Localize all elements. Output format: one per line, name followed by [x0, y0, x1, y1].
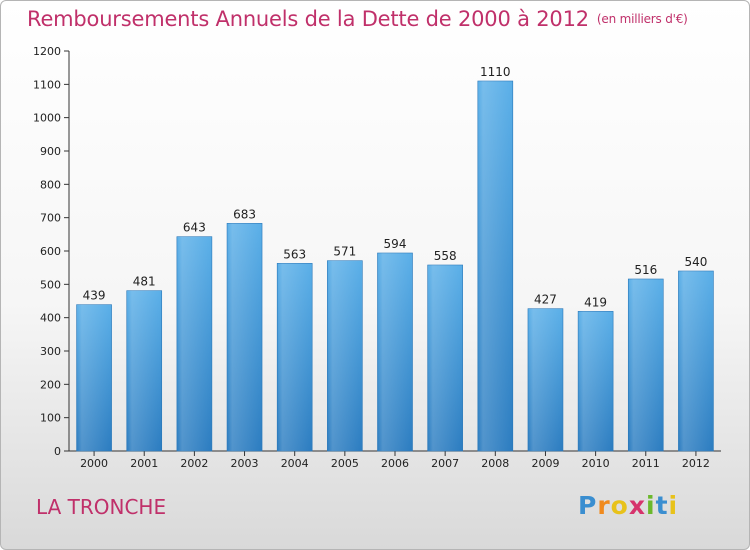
data-label: 427 [534, 293, 557, 307]
logo-letter: o [610, 491, 629, 520]
data-label: 516 [634, 263, 657, 277]
logo-letter: t [655, 491, 669, 520]
x-tick-label: 2003 [231, 457, 259, 470]
y-tick-label: 200 [40, 378, 61, 391]
y-tick-label: 0 [54, 445, 61, 458]
x-tick-label: 2005 [331, 457, 359, 470]
data-label: 563 [283, 247, 306, 261]
logo-letter: i [646, 491, 656, 520]
x-tick-label: 2012 [682, 457, 710, 470]
logo-letter: P [578, 491, 598, 520]
y-tick-label: 400 [40, 312, 61, 325]
bar-sheen [227, 223, 263, 451]
data-label: 439 [83, 289, 106, 303]
x-tick-label: 2007 [431, 457, 459, 470]
x-tick-label: 2000 [80, 457, 108, 470]
logo-letter: r [597, 491, 611, 520]
proxiti-logo[interactable]: Proxiti [578, 491, 678, 520]
bar-sheen [126, 290, 162, 451]
bar-sheen [427, 265, 463, 451]
bar-sheen [277, 263, 313, 451]
bar-sheen [327, 260, 363, 451]
y-tick-label: 700 [40, 212, 61, 225]
x-tick-label: 2001 [130, 457, 158, 470]
logo-letter: i [668, 491, 679, 520]
bar-sheen [527, 308, 563, 451]
x-tick-label: 2010 [582, 457, 610, 470]
x-tick-label: 2004 [281, 457, 309, 470]
y-tick-label: 1100 [33, 78, 61, 91]
chart-subtitle: (en milliers d'€) [596, 12, 688, 26]
data-label: 419 [584, 295, 607, 309]
city-name: LA TRONCHE [36, 495, 167, 519]
data-label: 1110 [480, 65, 511, 79]
y-tick-label: 600 [40, 245, 61, 258]
bar-sheen [578, 311, 614, 451]
bar-sheen [628, 279, 664, 451]
data-label: 571 [333, 245, 356, 259]
y-tick-label: 100 [40, 412, 61, 425]
data-label: 683 [233, 207, 256, 221]
y-tick-label: 1000 [33, 112, 61, 125]
y-tick-label: 500 [40, 278, 61, 291]
bar-sheen [176, 236, 212, 451]
bar-sheen [377, 253, 413, 451]
data-label: 558 [434, 249, 457, 263]
data-label: 643 [183, 221, 206, 235]
data-label: 594 [384, 237, 407, 251]
y-tick-label: 300 [40, 345, 61, 358]
bar-sheen [678, 271, 714, 451]
x-tick-label: 2006 [381, 457, 409, 470]
logo-letter: x [628, 491, 646, 520]
data-label: 481 [133, 275, 156, 289]
y-tick-label: 800 [40, 178, 61, 191]
x-tick-label: 2002 [180, 457, 208, 470]
bar-sheen [477, 81, 513, 451]
x-tick-label: 2009 [531, 457, 559, 470]
chart-title: Remboursements Annuels de la Dette de 20… [27, 7, 688, 31]
y-tick-label: 1200 [33, 45, 61, 58]
chart-title-text: Remboursements Annuels de la Dette de 20… [27, 7, 589, 31]
y-tick-label: 900 [40, 145, 61, 158]
data-label: 540 [684, 255, 707, 269]
x-tick-label: 2008 [481, 457, 509, 470]
x-tick-label: 2011 [632, 457, 660, 470]
bar-sheen [76, 304, 112, 451]
